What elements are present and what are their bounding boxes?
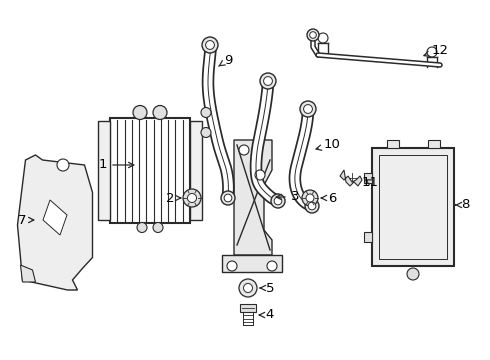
Text: 11: 11 (362, 175, 378, 189)
Circle shape (407, 268, 419, 280)
Circle shape (201, 127, 211, 138)
Polygon shape (18, 155, 93, 290)
Text: 2: 2 (166, 192, 181, 204)
Bar (364, 172, 372, 183)
Bar (379, 155, 447, 259)
Circle shape (239, 145, 249, 155)
Circle shape (308, 202, 316, 210)
Circle shape (183, 189, 201, 207)
Circle shape (227, 261, 237, 271)
Text: 1: 1 (99, 158, 134, 171)
Bar (427, 140, 440, 148)
Circle shape (302, 190, 318, 206)
Circle shape (137, 222, 147, 233)
Circle shape (201, 108, 211, 117)
Circle shape (271, 194, 285, 208)
Text: 3: 3 (276, 190, 299, 203)
Bar (364, 231, 372, 242)
Bar (240, 304, 256, 312)
Bar (98, 121, 110, 220)
Circle shape (260, 73, 276, 89)
Text: 7: 7 (18, 213, 34, 226)
Text: 8: 8 (455, 198, 469, 211)
Polygon shape (43, 200, 67, 235)
Circle shape (202, 37, 218, 53)
Circle shape (188, 194, 196, 202)
Circle shape (244, 284, 252, 292)
Circle shape (221, 191, 235, 205)
Bar (372, 148, 454, 266)
Circle shape (224, 194, 232, 202)
Polygon shape (340, 170, 362, 186)
Bar (190, 121, 202, 220)
Polygon shape (222, 255, 282, 272)
Text: 6: 6 (321, 192, 336, 204)
Text: 5: 5 (260, 282, 274, 294)
Polygon shape (21, 265, 35, 282)
Text: 12: 12 (424, 44, 448, 57)
Polygon shape (234, 140, 272, 255)
Circle shape (300, 101, 316, 117)
Text: 9: 9 (219, 54, 232, 67)
Circle shape (274, 197, 282, 205)
Bar (110, 117, 190, 222)
Circle shape (264, 77, 272, 85)
Circle shape (304, 105, 313, 113)
Circle shape (267, 261, 277, 271)
Circle shape (310, 32, 317, 38)
Circle shape (307, 29, 319, 41)
Text: 4: 4 (259, 309, 274, 321)
Circle shape (133, 105, 147, 120)
Circle shape (57, 159, 69, 171)
Circle shape (206, 41, 215, 49)
Circle shape (153, 222, 163, 233)
Circle shape (305, 199, 319, 213)
Circle shape (255, 170, 265, 180)
Circle shape (306, 194, 314, 202)
Circle shape (239, 279, 257, 297)
Bar (387, 140, 398, 148)
Text: 10: 10 (316, 139, 341, 152)
Circle shape (153, 105, 167, 120)
